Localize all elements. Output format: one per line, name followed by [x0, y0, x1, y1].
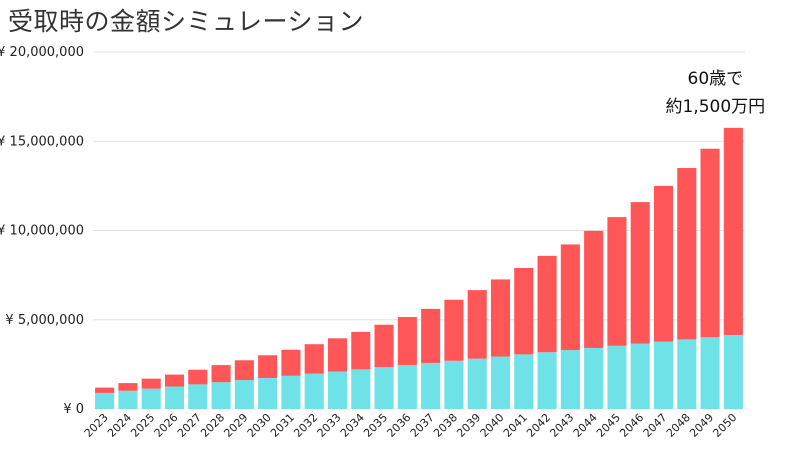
bar-segment-top [723, 127, 743, 336]
bar-segment-top [421, 308, 441, 363]
x-tick-label: 2039 [454, 411, 483, 440]
bar-segment-base [304, 373, 324, 409]
x-axis: 2023202420252026202720282029203020312032… [82, 411, 740, 440]
x-tick-label: 2040 [478, 411, 507, 440]
bar-segment-base [630, 343, 650, 409]
x-tick-label: 2033 [315, 411, 344, 440]
bar-segment-top [234, 360, 254, 381]
bar-segment-top [188, 369, 208, 385]
y-tick-label: ¥ 5,000,000 [5, 313, 84, 328]
bar-segment-top [211, 365, 231, 383]
x-tick-label: 2037 [408, 411, 437, 440]
annotation-line-2: 約1,500万円 [666, 97, 766, 117]
bar-segment-top [584, 230, 604, 348]
bar-segment-base [118, 390, 138, 409]
x-tick-label: 2036 [384, 411, 413, 440]
x-tick-label: 2035 [361, 411, 390, 440]
bar-segment-base [467, 358, 487, 409]
x-tick-label: 2049 [687, 411, 716, 440]
bar-segment-top [560, 244, 580, 351]
x-tick-label: 2028 [198, 411, 227, 440]
x-tick-label: 2045 [594, 411, 623, 440]
x-tick-label: 2044 [571, 411, 600, 440]
bar-segment-base [584, 347, 604, 409]
bar-segment-base [281, 375, 301, 409]
bar-segment-base [258, 377, 278, 409]
bar-segment-top [281, 349, 301, 376]
annotation-line-1: 60歳で [688, 69, 744, 89]
bar-segment-base [327, 371, 348, 409]
x-tick-label: 2041 [501, 411, 530, 440]
bar-segment-base [444, 360, 464, 409]
bar-segment-top [351, 331, 371, 370]
bar-segment-top [374, 324, 394, 368]
bar-segment-top [467, 290, 487, 359]
x-tick-label: 2043 [547, 411, 576, 440]
bar-segment-base [234, 380, 254, 409]
bar-segment-top [677, 168, 697, 340]
bar-segment-base [374, 367, 394, 409]
bar-segment-base [490, 356, 511, 409]
bar-segment-top [118, 383, 138, 391]
x-tick-label: 2030 [245, 411, 274, 440]
bar-segment-base [351, 369, 371, 409]
x-tick-label: 2029 [221, 411, 250, 440]
x-tick-label: 2032 [291, 411, 320, 440]
bar-segment-top [630, 202, 650, 344]
x-tick-label: 2026 [152, 411, 181, 440]
bar-segment-top [397, 317, 417, 366]
bar-segment-base [653, 341, 674, 409]
bar-segment-top [95, 387, 115, 393]
x-tick-label: 2024 [105, 411, 134, 440]
bar-segment-top [327, 338, 348, 372]
bar-segment-top [514, 267, 534, 355]
bar-segment-base [700, 337, 720, 409]
bar-segment-top [444, 299, 464, 361]
bar-segment-base [188, 384, 208, 409]
bar-segment-base [723, 335, 743, 409]
bar-segment-base [514, 354, 534, 409]
bar-segment-base [141, 388, 161, 409]
bar-segment-base [537, 352, 557, 409]
bar-segment-base [560, 350, 580, 409]
y-tick-label: ¥ 15,000,000 [0, 134, 84, 149]
x-tick-label: 2038 [431, 411, 460, 440]
x-tick-label: 2042 [524, 411, 553, 440]
x-tick-label: 2023 [82, 411, 111, 440]
x-tick-label: 2050 [710, 411, 739, 440]
bar-segment-top [141, 378, 161, 389]
bar-segment-top [490, 279, 511, 357]
y-tick-label: ¥ 20,000,000 [0, 45, 84, 60]
bar-segment-base [211, 382, 231, 409]
y-tick-label: ¥ 0 [63, 402, 84, 417]
bar-segment-base [421, 362, 441, 409]
x-tick-label: 2027 [175, 411, 204, 440]
bar-segment-top [537, 255, 557, 353]
x-tick-label: 2047 [641, 411, 670, 440]
x-tick-label: 2048 [664, 411, 693, 440]
y-axis: ¥ 0 ¥ 5,000,000 ¥ 10,000,000 ¥ 15,000,000 ¥ … [0, 45, 84, 417]
bar-segment-top [607, 217, 627, 346]
y-tick-label: ¥ 10,000,000 [0, 224, 84, 239]
chart-title: 受取時の金額シミュレーション [8, 7, 365, 36]
x-tick-label: 2034 [338, 411, 367, 440]
bar-segment-top [304, 344, 324, 374]
bar-segment-top [164, 374, 185, 387]
annotation: 60歳で 約1,500万円 [666, 69, 766, 117]
bar-segment-base [397, 365, 417, 409]
bar-segment-top [700, 148, 720, 338]
bars [95, 127, 743, 409]
bar-segment-base [607, 345, 627, 409]
bar-segment-top [653, 185, 674, 342]
bar-segment-base [95, 392, 115, 409]
bar-segment-base [677, 339, 697, 409]
bar-segment-top [258, 355, 278, 378]
x-tick-label: 2031 [268, 411, 297, 440]
x-tick-label: 2046 [617, 411, 646, 440]
bar-segment-base [164, 386, 185, 409]
x-tick-label: 2025 [128, 411, 157, 440]
